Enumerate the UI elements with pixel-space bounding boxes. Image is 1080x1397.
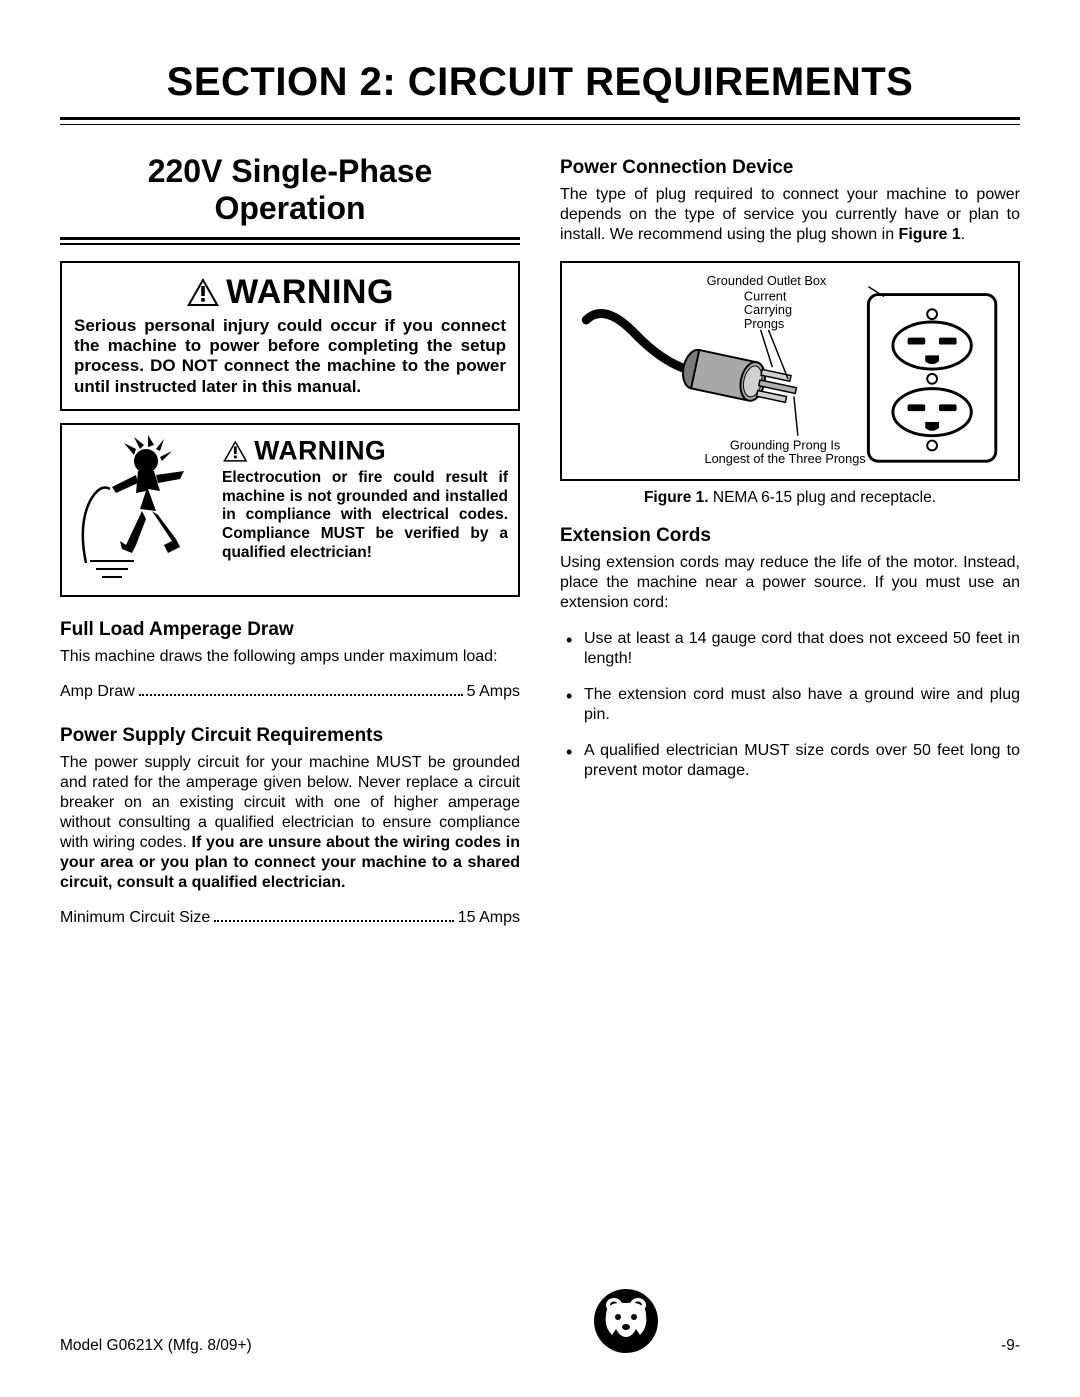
page-footer: Model G0621X (Mfg. 8/09+) -9-	[60, 1287, 1020, 1355]
spec-amp-draw: Amp Draw 5 Amps	[60, 683, 520, 701]
warning-triangle-icon	[186, 277, 220, 307]
para-amp-draw: This machine draws the following amps un…	[60, 647, 520, 667]
svg-text:Current: Current	[744, 288, 787, 303]
section-rule	[60, 117, 1020, 125]
svg-text:Longest of the Three Prongs: Longest of the Three Prongs	[705, 451, 866, 466]
plug-receptacle-diagram: Grounded Outlet Box Current Carrying Pro…	[572, 273, 1008, 469]
two-column-layout: 220V Single-Phase Operation WARNING Seri…	[60, 153, 1020, 951]
left-subtitle: 220V Single-Phase Operation	[60, 153, 520, 227]
heading-supply: Power Supply Circuit Requirements	[60, 725, 520, 747]
right-column: Power Connection Device The type of plug…	[560, 153, 1020, 951]
warning-label: WARNING	[226, 273, 394, 312]
extension-bullets: Use at least a 14 gauge cord that does n…	[560, 629, 1020, 781]
figure-1-box: Grounded Outlet Box Current Carrying Pro…	[560, 261, 1020, 481]
svg-text:Prongs: Prongs	[744, 316, 784, 331]
footer-model: Model G0621X (Mfg. 8/09+)	[60, 1337, 252, 1355]
left-column: 220V Single-Phase Operation WARNING Seri…	[60, 153, 520, 951]
warning-1-text: Serious personal injury could occur if y…	[74, 316, 506, 398]
spec-circuit-size: Minimum Circuit Size 15 Amps	[60, 909, 520, 927]
para-connection: The type of plug required to connect you…	[560, 185, 1020, 245]
heading-extension: Extension Cords	[560, 525, 1020, 547]
svg-text:Carrying: Carrying	[744, 302, 792, 317]
warning-2-text: Electrocution or fire could result if ma…	[222, 469, 508, 562]
heading-amp-draw: Full Load Amperage Draw	[60, 619, 520, 641]
svg-text:Grounded Outlet Box: Grounded Outlet Box	[707, 273, 827, 288]
figure-1-caption: Figure 1. NEMA 6-15 plug and receptacle.	[560, 489, 1020, 507]
bullet-item: The extension cord must also have a grou…	[560, 685, 1020, 725]
para-supply: The power supply circuit for your machin…	[60, 753, 520, 893]
svg-text:Grounding Prong Is: Grounding Prong Is	[730, 437, 840, 452]
bullet-item: A qualified electrician MUST size cords …	[560, 741, 1020, 781]
sub-rule	[60, 237, 520, 245]
warning-triangle-icon	[222, 440, 249, 463]
electrocution-icon	[72, 435, 212, 585]
heading-connection: Power Connection Device	[560, 157, 1020, 179]
bullet-item: Use at least a 14 gauge cord that does n…	[560, 629, 1020, 669]
warning-box-2: WARNING Electrocution or fire could resu…	[60, 423, 520, 597]
section-title: SECTION 2: CIRCUIT REQUIREMENTS	[60, 60, 1020, 105]
para-extension: Using extension cords may reduce the lif…	[560, 553, 1020, 613]
warning-label: WARNING	[254, 436, 386, 466]
grizzly-logo-icon	[592, 1287, 660, 1355]
warning-box-1: WARNING Serious personal injury could oc…	[60, 261, 520, 412]
footer-page-number: -9-	[1001, 1337, 1020, 1355]
